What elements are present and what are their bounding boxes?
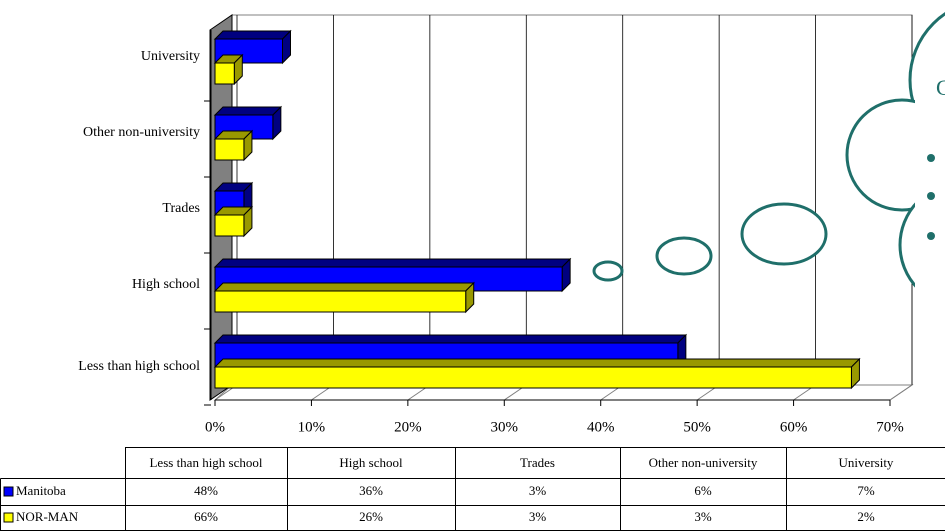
table-header: Trades	[520, 455, 555, 470]
bar	[214, 290, 467, 313]
y-tick-label: University	[141, 49, 200, 64]
bar	[214, 366, 852, 389]
bar-top	[213, 30, 292, 40]
table-cell: 3%	[529, 509, 547, 524]
y-tick-label: High school	[132, 277, 200, 292]
x-tick-label: 30%	[491, 419, 519, 435]
bar	[214, 214, 245, 237]
x-tick-label: 0%	[205, 419, 225, 435]
table-cell: 6%	[694, 483, 712, 498]
back-wall	[231, 14, 913, 386]
bar-top	[213, 106, 283, 116]
table-cell: 3%	[529, 483, 547, 498]
y-tick-label: Trades	[162, 201, 200, 216]
bar	[214, 62, 235, 85]
legend-label: NOR-MAN	[16, 509, 79, 524]
table-cell: 36%	[359, 483, 383, 498]
x-tick-label: 50%	[683, 419, 711, 435]
callout-text: C	[936, 75, 945, 100]
table-header: Less than high school	[149, 455, 262, 470]
data-table	[0, 447, 945, 531]
thought-cloud	[592, 12, 945, 310]
table-header: Other non-university	[649, 455, 758, 470]
legend-label: Manitoba	[16, 483, 66, 498]
x-tick-label: 40%	[587, 419, 615, 435]
table-cell: 66%	[194, 509, 218, 524]
bar	[214, 138, 245, 161]
table-cell: 3%	[694, 509, 712, 524]
bar-top	[213, 282, 475, 292]
legend-swatch	[3, 512, 14, 523]
bar-top	[213, 258, 572, 268]
table-cell: 26%	[359, 509, 383, 524]
x-tick-label: 10%	[298, 419, 326, 435]
y-tick-label: Less than high school	[78, 359, 200, 374]
floor-grid-line	[889, 384, 913, 401]
y-tick-label: Other non-university	[83, 125, 200, 140]
x-tick-label: 20%	[394, 419, 422, 435]
table-cell: 7%	[857, 483, 875, 498]
legend-swatch	[3, 486, 14, 497]
table-cell: 2%	[857, 509, 875, 524]
x-tick-label: 60%	[780, 419, 808, 435]
table-cell: 48%	[194, 483, 218, 498]
bar-top	[213, 334, 688, 344]
bar-top	[213, 358, 861, 368]
table-header: University	[839, 455, 894, 470]
table-header: High school	[339, 455, 403, 470]
x-tick-label: 70%	[876, 419, 904, 435]
